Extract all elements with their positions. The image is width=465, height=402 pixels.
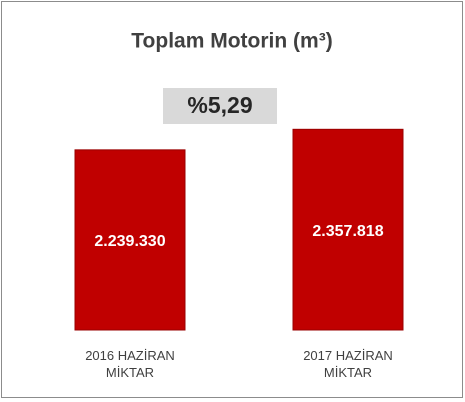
chart-title: Toplam Motorin (m³) <box>131 30 332 53</box>
x-tick-label: 2016 HAZİRAN MİKTAR <box>85 348 175 380</box>
annotation: %5,29 <box>187 92 252 118</box>
bar <box>292 128 404 331</box>
x-tick-label: 2017 HAZİRAN MİKTAR <box>303 348 393 380</box>
annotation-box <box>163 88 277 124</box>
bar <box>74 149 186 331</box>
value-label: 2.357.818 <box>312 223 383 240</box>
value-label: 2.239.330 <box>94 233 165 250</box>
